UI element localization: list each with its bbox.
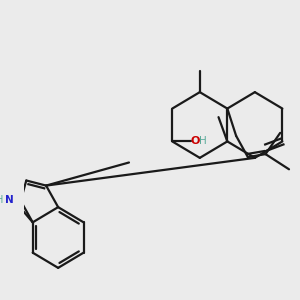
Text: O: O [190,136,200,146]
Text: H: H [200,136,207,146]
Text: N: N [5,195,14,205]
Text: H: H [0,195,4,205]
